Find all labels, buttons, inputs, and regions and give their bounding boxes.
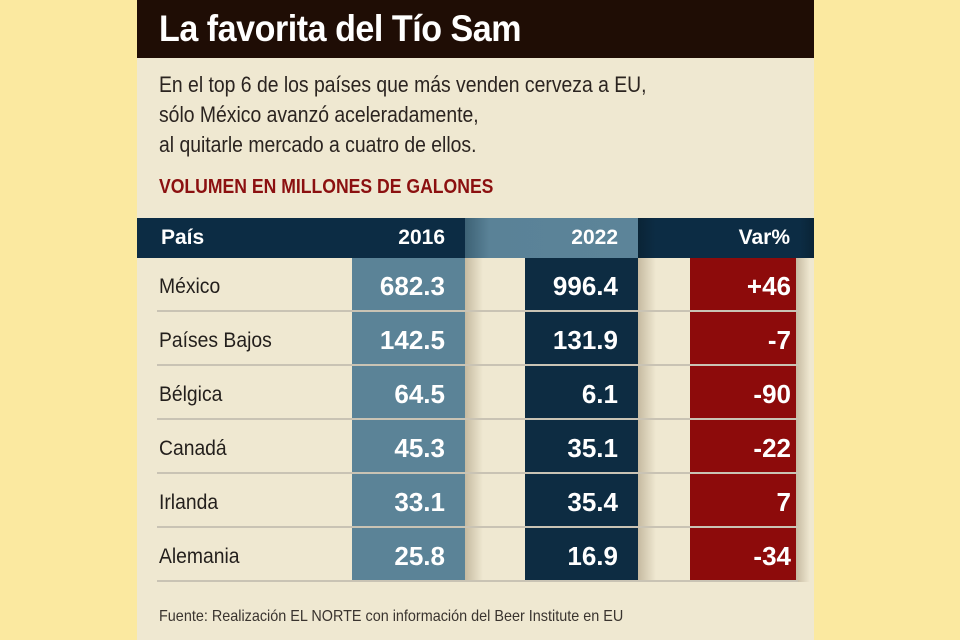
var-cell: -22 <box>690 420 796 474</box>
row-divider <box>157 310 798 312</box>
column-shadow <box>465 312 483 366</box>
value-2022-cell: 996.4 <box>525 258 638 312</box>
subtitle-line: sólo México avanzó aceleradamente, <box>159 102 479 127</box>
country-cell: Irlanda <box>159 491 219 514</box>
country-cell: Canadá <box>159 437 227 460</box>
country-cell: Bélgica <box>159 383 223 406</box>
column-shadow <box>638 312 656 366</box>
value-2016-cell: 45.3 <box>352 420 465 474</box>
var-cell: 7 <box>690 474 796 528</box>
column-shadow <box>796 420 810 474</box>
row-divider <box>157 364 798 366</box>
header-country: País <box>137 218 352 258</box>
title-bar: La favorita del Tío Sam <box>137 0 814 58</box>
value-2022-cell: 131.9 <box>525 312 638 366</box>
infographic-panel: La favorita del Tío Sam En el top 6 de l… <box>137 0 814 640</box>
column-shadow <box>638 528 656 582</box>
var-cell: +46 <box>690 258 796 312</box>
table-row: Canadá 45.3 35.1 -22 <box>137 420 814 474</box>
column-shadow <box>465 528 483 582</box>
column-shadow <box>638 258 656 312</box>
value-2016-cell: 25.8 <box>352 528 465 582</box>
row-divider <box>157 580 798 582</box>
column-shadow <box>796 474 810 528</box>
value-2016-cell: 64.5 <box>352 366 465 420</box>
country-cell: México <box>159 275 221 298</box>
subtitle: En el top 6 de los países que más venden… <box>159 70 647 160</box>
row-divider <box>157 418 798 420</box>
row-divider <box>157 526 798 528</box>
var-cell: -90 <box>690 366 796 420</box>
column-shadow <box>465 474 483 528</box>
column-shadow <box>796 312 810 366</box>
subtitle-line: al quitarle mercado a cuatro de ellos. <box>159 132 477 157</box>
value-2022-cell: 6.1 <box>525 366 638 420</box>
header-2016: 2016 <box>352 218 465 258</box>
value-2016-cell: 682.3 <box>352 258 465 312</box>
value-2022-cell: 35.4 <box>525 474 638 528</box>
column-shadow <box>638 420 656 474</box>
var-cell: -34 <box>690 528 796 582</box>
infographic-title: La favorita del Tío Sam <box>159 8 522 49</box>
table-row: México 682.3 996.4 +46 <box>137 258 814 312</box>
source-note: Fuente: Realización EL NORTE con informa… <box>159 608 624 625</box>
value-2016-cell: 33.1 <box>352 474 465 528</box>
header-var: Var% <box>638 218 814 258</box>
column-shadow <box>465 366 483 420</box>
table-row: Países Bajos 142.5 131.9 -7 <box>137 312 814 366</box>
header-2022: 2022 <box>465 218 638 258</box>
unit-label: VOLUMEN EN MILLONES DE GALONES <box>159 176 494 198</box>
value-2022-cell: 35.1 <box>525 420 638 474</box>
subtitle-line: En el top 6 de los países que más venden… <box>159 72 647 97</box>
column-shadow <box>465 420 483 474</box>
column-shadow <box>638 474 656 528</box>
value-2022-cell: 16.9 <box>525 528 638 582</box>
value-2016-cell: 142.5 <box>352 312 465 366</box>
table-row: Bélgica 64.5 6.1 -90 <box>137 366 814 420</box>
row-divider <box>157 472 798 474</box>
column-shadow <box>796 366 810 420</box>
country-cell: Alemania <box>159 545 240 568</box>
table-body: México 682.3 996.4 +46 Países Bajos 142.… <box>137 258 814 582</box>
column-shadow <box>465 258 483 312</box>
table-header: País 2016 2022 Var% <box>137 218 814 258</box>
column-shadow <box>638 366 656 420</box>
table-row: Irlanda 33.1 35.4 7 <box>137 474 814 528</box>
column-shadow <box>796 258 810 312</box>
var-cell: -7 <box>690 312 796 366</box>
column-shadow <box>796 528 810 582</box>
table-row: Alemania 25.8 16.9 -34 <box>137 528 814 582</box>
country-cell: Países Bajos <box>159 329 272 352</box>
